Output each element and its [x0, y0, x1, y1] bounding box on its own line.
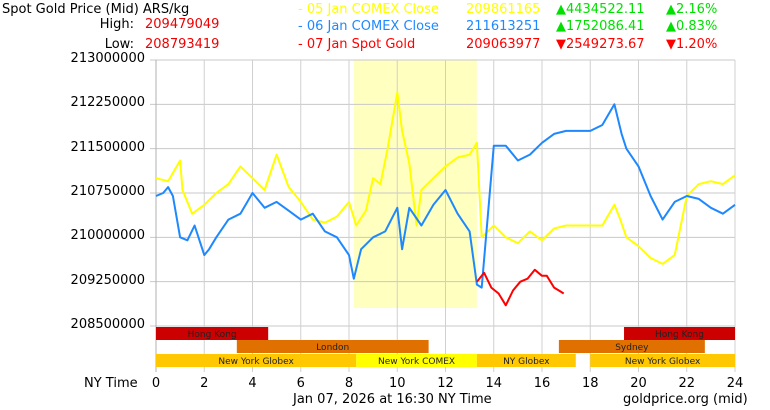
legend-label: - 07 Jan Spot Gold: [298, 37, 416, 52]
legend-change: ▲4434522.11: [556, 2, 645, 17]
session-label: London: [316, 343, 349, 353]
legend-percent: ▲0.83%: [666, 19, 718, 34]
y-tick-label: 212250000: [70, 95, 145, 111]
low-value: 208793419: [145, 37, 220, 52]
series-line: [155, 91, 736, 265]
y-tick-label: 211500000: [70, 139, 145, 155]
x-tick-label: 18: [581, 376, 599, 391]
x-tick-label: 8: [344, 376, 354, 391]
chart-title: Spot Gold Price (Mid) ARS/kg: [2, 2, 190, 17]
session-bar: [590, 354, 735, 367]
session-bar: [236, 340, 429, 353]
series-line: [476, 268, 565, 307]
y-tick-label: 209250000: [70, 272, 145, 288]
x-tick-label: 6: [296, 376, 305, 391]
high-label: High:: [99, 17, 134, 32]
session-label: Sydney: [615, 343, 649, 353]
x-tick-label: 10: [388, 376, 406, 391]
x-tick-label: 16: [533, 376, 551, 391]
high-value: 209479049: [145, 17, 220, 32]
session-label: Hong Kong: [655, 330, 704, 340]
y-tick-label: 210000000: [70, 228, 145, 244]
session-label: New York Globex: [218, 357, 294, 367]
low-label: Low:: [104, 37, 134, 52]
legend-value: 209063977: [466, 37, 541, 52]
legend-change: ▲1752086.41: [556, 19, 645, 34]
legend-label: - 05 Jan COMEX Close: [298, 2, 439, 17]
y-tick-label: 208500000: [70, 317, 145, 332]
session-bar: [356, 354, 477, 367]
x-tick-label: 0: [151, 376, 161, 391]
legend-label: - 06 Jan COMEX Close: [298, 19, 439, 34]
legend-percent: ▼1.20%: [666, 37, 718, 52]
x-tick-label: 24: [726, 376, 744, 391]
session-bar: [476, 354, 576, 367]
session-label: New York Globex: [625, 357, 701, 367]
x-axis-label: NY Time: [84, 376, 138, 391]
legend-percent: ▲2.16%: [666, 2, 718, 17]
x-tick-label: 14: [485, 376, 503, 391]
session-bar: [558, 340, 705, 353]
x-tick-label: 22: [678, 376, 696, 391]
session-label: New York COMEX: [378, 357, 455, 367]
x-tick-label: 12: [437, 376, 454, 391]
x-tick-label: 20: [630, 376, 647, 391]
session-label: NY Globex: [503, 357, 550, 367]
x-tick-label: 2: [200, 376, 209, 391]
session-bar: [156, 327, 269, 340]
y-tick-label: 213000000: [70, 51, 145, 66]
session-label: Hong Kong: [188, 330, 237, 340]
source-label: goldprice.org (mid): [623, 392, 748, 407]
session-bar: [156, 354, 357, 367]
session-bar: [624, 327, 735, 340]
y-tick-label: 210750000: [70, 184, 145, 199]
timestamp: Jan 07, 2026 at 16:30 NY Time: [293, 392, 492, 407]
x-tick-label: 4: [248, 376, 257, 391]
comex-session-highlight: [353, 60, 477, 308]
legend-change: ▼2549273.67: [556, 37, 645, 52]
series-line: [155, 103, 736, 289]
legend-value: 209861165: [466, 2, 541, 17]
legend-value: 211613251: [466, 19, 541, 34]
